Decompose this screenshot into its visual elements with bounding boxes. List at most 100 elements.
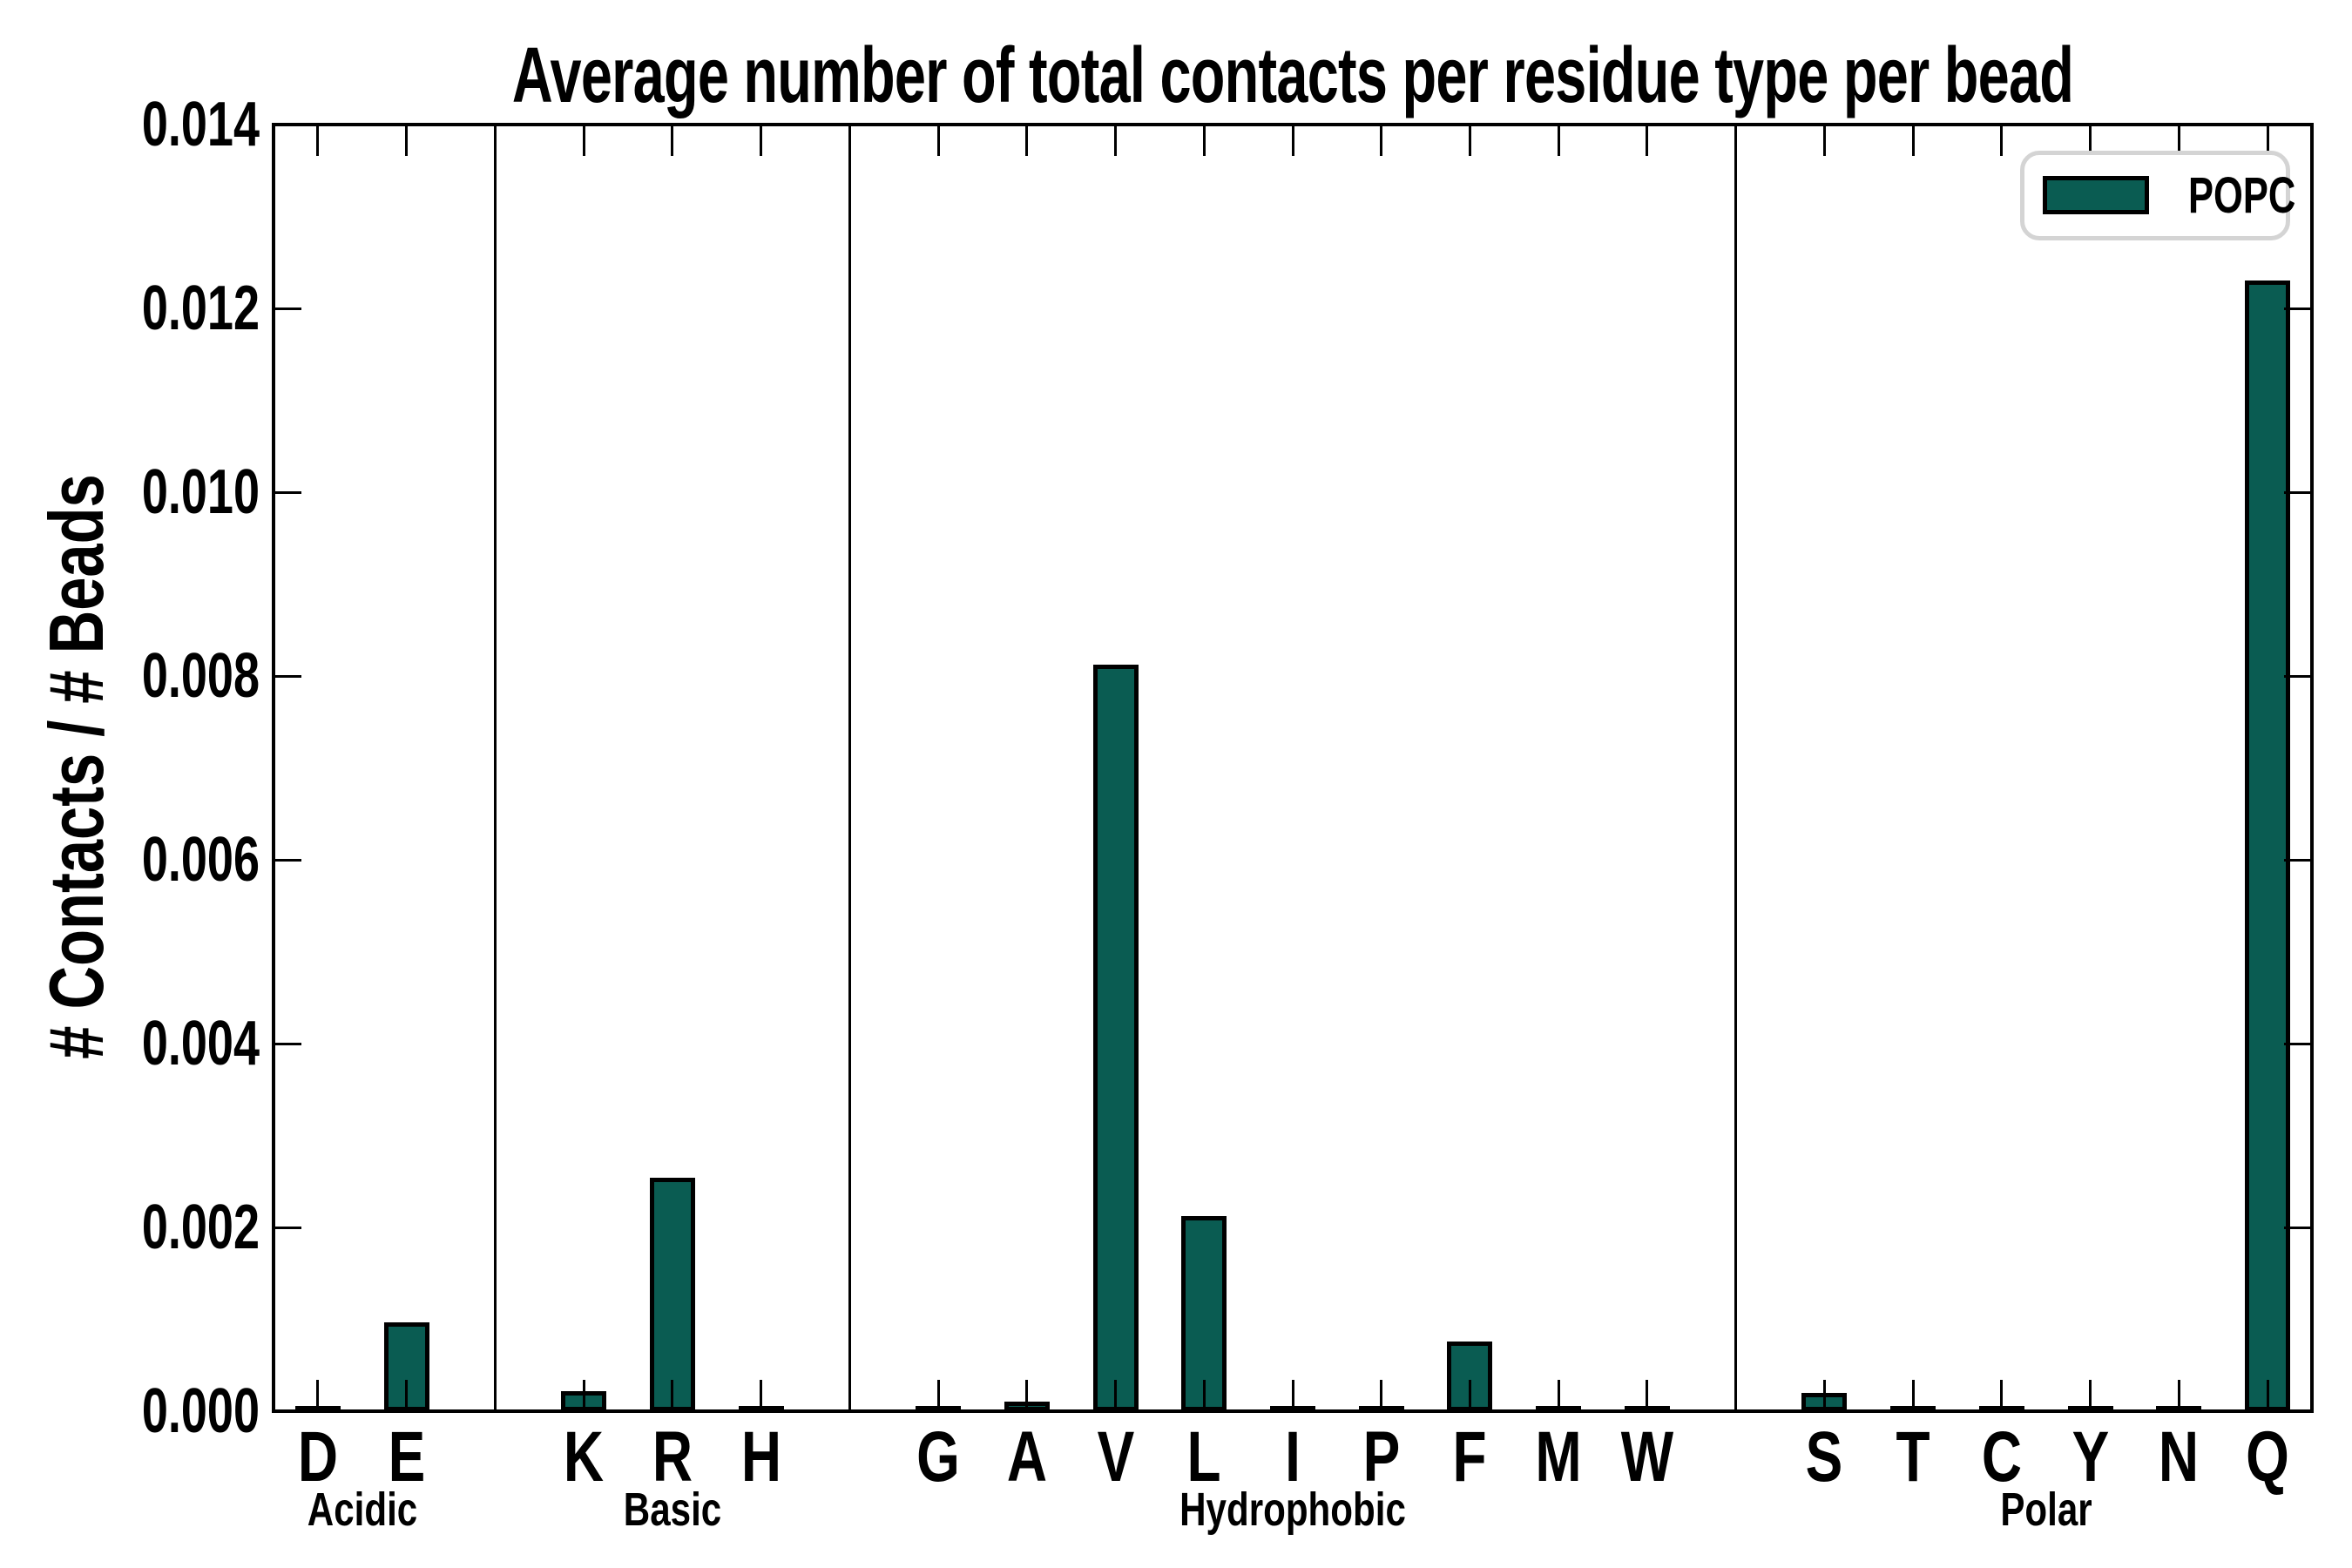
x-category-label-W: W — [1620, 1417, 1674, 1497]
group-label-acidic: Acidic — [307, 1484, 417, 1536]
x-tick-bottom-N — [2177, 1380, 2180, 1409]
legend-box: POPC — [2020, 151, 2295, 240]
x-tick-bottom-S — [1822, 1380, 1826, 1409]
x-tick-bottom-T — [1911, 1380, 1915, 1409]
y-tick-label-0.008: 0.008 — [141, 641, 260, 711]
x-category-label-V: V — [1097, 1417, 1134, 1497]
x-tick-top-N — [2177, 126, 2180, 156]
group-separator — [1734, 125, 1738, 1411]
x-category-label-F: F — [1452, 1417, 1488, 1497]
x-tick-top-F — [1468, 126, 1471, 156]
y-tick-left-0.010 — [275, 490, 301, 494]
x-tick-bottom-L — [1202, 1380, 1206, 1409]
group-label-hydrophobic: Hydrophobic — [1179, 1484, 1406, 1536]
y-tick-left-0.008 — [275, 674, 301, 678]
x-tick-bottom-Q — [2266, 1380, 2269, 1409]
y-tick-label-0.004: 0.004 — [141, 1009, 260, 1078]
x-tick-bottom-R — [671, 1380, 674, 1409]
x-tick-bottom-E — [405, 1380, 409, 1409]
y-tick-left-0.000 — [275, 1409, 301, 1413]
x-category-label-S: S — [1806, 1417, 1843, 1497]
group-label-polar: Polar — [2000, 1484, 2092, 1536]
x-tick-bottom-Y — [2089, 1380, 2092, 1409]
y-tick-right-0.004 — [2284, 1042, 2310, 1045]
bar-Q — [2245, 280, 2291, 1411]
y-tick-label-0.002: 0.002 — [141, 1193, 260, 1262]
y-tick-label-0.010: 0.010 — [141, 457, 260, 527]
x-category-label-I: I — [1285, 1417, 1301, 1497]
x-category-label-P: P — [1362, 1417, 1401, 1497]
y-tick-right-0.008 — [2284, 674, 2310, 678]
y-tick-left-0.014 — [275, 123, 301, 126]
x-tick-top-T — [1911, 126, 1915, 156]
x-tick-top-E — [405, 126, 409, 156]
y-axis-label: # Contacts / # Beads — [33, 474, 119, 1059]
y-tick-right-0.012 — [2284, 307, 2310, 310]
bar-V — [1092, 665, 1139, 1411]
x-tick-top-R — [671, 126, 674, 156]
x-category-label-L: L — [1186, 1417, 1221, 1497]
y-tick-right-0.010 — [2284, 490, 2310, 494]
x-category-label-N: N — [2159, 1417, 2200, 1497]
x-tick-top-P — [1380, 126, 1383, 156]
x-tick-bottom-F — [1468, 1380, 1471, 1409]
x-tick-bottom-W — [1646, 1380, 1649, 1409]
x-category-label-R: R — [652, 1417, 693, 1497]
y-tick-left-0.004 — [275, 1042, 301, 1045]
x-category-label-Y: Y — [2072, 1417, 2109, 1497]
chart-title: Average number of total contacts per res… — [511, 32, 2074, 119]
group-separator — [493, 125, 497, 1411]
x-category-label-T: T — [1896, 1417, 1930, 1497]
x-tick-top-G — [936, 126, 940, 156]
x-tick-top-W — [1646, 126, 1649, 156]
x-tick-bottom-I — [1291, 1380, 1294, 1409]
x-tick-top-S — [1822, 126, 1826, 156]
y-tick-right-0.000 — [2284, 1409, 2310, 1413]
x-tick-top-A — [1025, 126, 1029, 156]
legend-label: POPC — [2188, 167, 2296, 224]
x-tick-top-H — [760, 126, 763, 156]
group-label-basic: Basic — [623, 1484, 722, 1536]
y-tick-right-0.002 — [2284, 1226, 2310, 1229]
x-tick-bottom-D — [316, 1380, 320, 1409]
y-tick-label-0.006: 0.006 — [141, 825, 260, 895]
x-category-label-D: D — [297, 1417, 338, 1497]
y-tick-label-0.014: 0.014 — [141, 90, 260, 159]
plot-area — [272, 123, 2314, 1413]
x-tick-bottom-G — [936, 1380, 940, 1409]
group-separator — [848, 125, 851, 1411]
x-category-label-G: G — [916, 1417, 960, 1497]
x-tick-top-Q — [2266, 126, 2269, 156]
bar-R — [649, 1178, 695, 1411]
x-tick-top-K — [582, 126, 585, 156]
x-tick-top-L — [1202, 126, 1206, 156]
x-tick-bottom-P — [1380, 1380, 1383, 1409]
y-tick-label-0.012: 0.012 — [141, 274, 260, 343]
x-tick-top-I — [1291, 126, 1294, 156]
x-tick-bottom-V — [1114, 1380, 1118, 1409]
x-tick-top-Y — [2089, 126, 2092, 156]
x-category-label-A: A — [1006, 1417, 1047, 1497]
x-tick-bottom-A — [1025, 1380, 1029, 1409]
x-category-label-C: C — [1981, 1417, 2023, 1497]
y-tick-left-0.002 — [275, 1226, 301, 1229]
y-tick-right-0.006 — [2284, 858, 2310, 862]
y-tick-left-0.006 — [275, 858, 301, 862]
x-category-label-H: H — [740, 1417, 781, 1497]
x-tick-bottom-M — [1557, 1380, 1560, 1409]
y-tick-left-0.012 — [275, 307, 301, 310]
x-tick-bottom-K — [582, 1380, 585, 1409]
x-tick-bottom-C — [2000, 1380, 2004, 1409]
x-tick-top-C — [2000, 126, 2004, 156]
x-tick-top-V — [1114, 126, 1118, 156]
x-tick-top-D — [316, 126, 320, 156]
x-category-label-K: K — [563, 1417, 605, 1497]
y-tick-label-0.000: 0.000 — [141, 1376, 260, 1446]
y-tick-right-0.014 — [2284, 123, 2310, 126]
bar-L — [1181, 1216, 1227, 1411]
x-category-label-Q: Q — [2246, 1417, 2290, 1497]
x-tick-bottom-H — [760, 1380, 763, 1409]
x-category-label-M: M — [1535, 1417, 1582, 1497]
x-category-label-E: E — [388, 1417, 425, 1497]
